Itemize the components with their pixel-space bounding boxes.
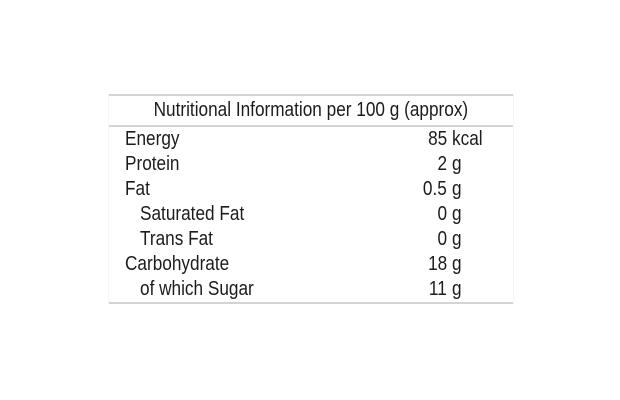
row-unit: g (447, 252, 513, 277)
row-unit: g (447, 227, 513, 252)
row-value-text: 18 (427, 253, 447, 275)
row-value: 0 (397, 227, 447, 252)
row-label: Saturated Fat (109, 202, 397, 227)
row-unit-text: kcal (452, 128, 483, 150)
row-value: 85 (397, 127, 447, 152)
row-label-text: Fat (125, 178, 150, 200)
row-unit: kcal (447, 127, 513, 152)
table-row: Protein 2 g (109, 152, 513, 177)
row-label: Energy (109, 127, 397, 152)
row-unit: g (447, 177, 513, 202)
table-row: Carbohydrate 18 g (109, 252, 513, 277)
row-unit-text: g (452, 153, 462, 175)
row-label: of which Sugar (109, 277, 397, 302)
row-value-text: 11 (429, 278, 447, 300)
table-row: Trans Fat 0 g (109, 227, 513, 252)
nutrition-table-title-text: Nutritional Information per 100 g (appro… (153, 99, 469, 121)
row-label: Protein (109, 152, 397, 177)
row-label: Carbohydrate (109, 252, 397, 277)
row-unit-text: g (452, 253, 462, 275)
row-unit-text: g (452, 278, 462, 300)
table-row: Fat 0.5 g (109, 177, 513, 202)
row-value: 11 (397, 277, 447, 302)
row-value-text: 0 (437, 203, 447, 225)
row-label-text: Energy (125, 128, 180, 150)
row-value-text: 85 (427, 128, 447, 150)
row-unit: g (447, 202, 513, 227)
table-row: of which Sugar 11 g (109, 277, 513, 302)
row-unit-text: g (452, 203, 462, 225)
row-label-text: Trans Fat (140, 228, 213, 250)
table-row: Saturated Fat 0 g (109, 202, 513, 227)
row-value-text: 0 (437, 228, 447, 250)
row-unit: g (447, 152, 513, 177)
row-value-text: 2 (437, 153, 447, 175)
row-value: 0.5 (397, 177, 447, 202)
row-label-text: Carbohydrate (125, 253, 230, 275)
row-label-text: Saturated Fat (140, 203, 245, 225)
table-row: Energy 85 kcal (109, 127, 513, 152)
row-label-text: Protein (125, 153, 180, 175)
row-unit-text: g (452, 178, 462, 200)
row-unit-text: g (452, 228, 462, 250)
row-value-text: 0.5 (423, 178, 447, 200)
nutrition-table-body: Energy 85 kcal Protein 2 g Fat 0.5 g Saturated Fa… (109, 127, 513, 304)
nutrition-table: Nutritional Information per 100 g (appro… (108, 94, 514, 304)
row-label-text: of which Sugar (140, 278, 254, 300)
nutrition-table-title: Nutritional Information per 100 g (appro… (109, 94, 513, 127)
row-label: Fat (109, 177, 397, 202)
row-unit: g (447, 277, 513, 302)
row-value: 2 (397, 152, 447, 177)
row-value: 0 (397, 202, 447, 227)
row-label: Trans Fat (109, 227, 397, 252)
row-value: 18 (397, 252, 447, 277)
